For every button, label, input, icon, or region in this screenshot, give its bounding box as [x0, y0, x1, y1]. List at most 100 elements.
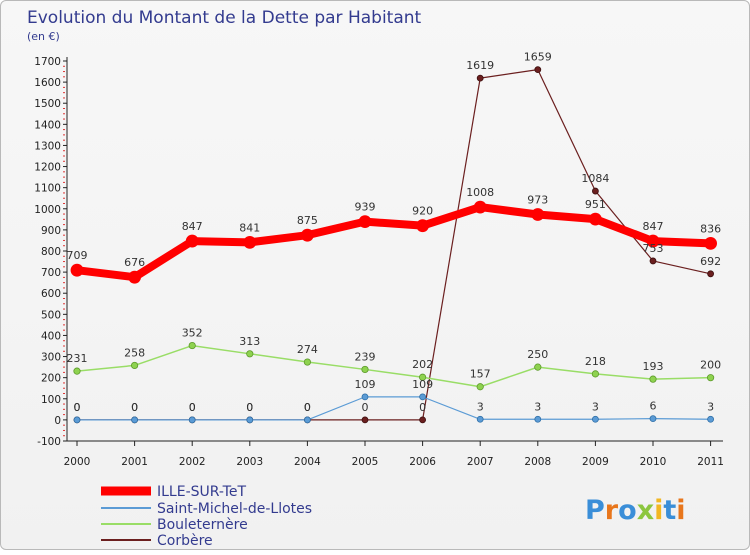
data-label: 3: [592, 400, 599, 413]
data-point: [707, 270, 714, 278]
y-minor-tick: [63, 287, 65, 289]
x-tick-label: 2006: [409, 456, 436, 468]
data-label: 239: [355, 350, 376, 363]
data-label: 692: [700, 255, 721, 268]
y-tick-label: 400: [41, 330, 61, 342]
data-point: [361, 393, 369, 401]
data-point: [246, 350, 254, 358]
y-minor-tick: [63, 435, 65, 437]
data-point: [418, 373, 427, 381]
data-point: [303, 358, 311, 366]
y-minor-tick: [63, 276, 65, 278]
series-line: [76, 396, 712, 421]
data-label: 193: [643, 360, 664, 373]
data-label: 841: [239, 221, 260, 234]
data-point: [300, 228, 314, 242]
legend-label: Bouleternère: [157, 517, 248, 533]
legend-label: Corbère: [157, 533, 213, 549]
y-minor-tick: [63, 403, 65, 405]
data-point: [592, 415, 599, 423]
data-label: 218: [585, 355, 606, 368]
y-tick-label: 200: [41, 373, 61, 385]
y-minor-tick: [63, 408, 65, 410]
data-point: [476, 74, 484, 82]
data-point: [649, 375, 657, 383]
y-minor-tick: [63, 282, 65, 284]
y-tick-label: 500: [41, 309, 61, 321]
y-tick-label: 1700: [34, 56, 61, 68]
y-minor-tick: [63, 393, 65, 394]
x-tick-label: 2000: [64, 456, 91, 468]
data-point: [358, 215, 372, 229]
y-minor-tick: [63, 429, 65, 431]
series-ille-sur-tet: [70, 200, 717, 284]
y-minor-tick: [63, 92, 65, 94]
y-minor-tick: [63, 176, 65, 178]
data-label: 1659: [524, 51, 552, 64]
data-point: [131, 416, 139, 424]
y-minor-tick: [63, 160, 65, 162]
data-point: [646, 234, 660, 248]
data-point: [592, 187, 599, 195]
data-point: [246, 416, 254, 424]
x-tick-label: 2011: [697, 456, 724, 468]
data-point: [704, 236, 717, 250]
data-label: 951: [585, 198, 606, 211]
data-label: 274: [297, 343, 318, 356]
y-minor-tick: [63, 71, 65, 73]
y-tick-label: 700: [41, 267, 61, 279]
y-minor-tick: [63, 345, 65, 347]
data-point: [73, 416, 81, 424]
data-label: 3: [707, 400, 714, 413]
data-label: 973: [527, 193, 548, 206]
data-label: 1084: [581, 172, 609, 185]
data-point: [70, 263, 84, 277]
data-point: [649, 415, 657, 423]
data-label: 0: [304, 401, 311, 414]
data-point: [188, 341, 196, 350]
data-label: 0: [74, 401, 81, 414]
y-tick-label: 1200: [34, 162, 61, 174]
data-label: 157: [470, 368, 491, 381]
data-label: 875: [297, 214, 318, 227]
data-label: 920: [412, 205, 433, 218]
y-tick-label: 100: [41, 394, 61, 406]
legend-item-saint-michel-de-llotes: Saint-Michel-de-Llotes: [101, 501, 312, 517]
data-label: 0: [362, 401, 369, 414]
chart-subtitle: (en €): [27, 30, 60, 43]
y-minor-tick: [63, 197, 65, 199]
data-point: [534, 363, 542, 371]
y-tick-label: -100: [37, 436, 61, 448]
data-point: [361, 365, 369, 374]
x-tick-label: 2005: [352, 456, 379, 468]
y-minor-tick: [63, 350, 65, 352]
y-minor-tick: [63, 171, 65, 173]
y-minor-tick: [63, 361, 65, 363]
legend-label: Saint-Michel-de-Llotes: [157, 501, 312, 517]
data-label: 0: [419, 401, 426, 414]
y-minor-tick: [63, 134, 65, 136]
series-line: [76, 344, 712, 388]
data-label: 6: [650, 400, 657, 413]
proxiti-logo: Proxiti: [585, 495, 686, 526]
x-tick-label: 2010: [640, 456, 667, 468]
y-tick-label: 1500: [34, 98, 61, 110]
data-point: [185, 234, 199, 248]
y-tick-label: 1100: [34, 183, 61, 195]
y-minor-tick: [63, 181, 65, 183]
chart-legend: ILLE-SUR-TeTSaint-Michel-de-LlotesBoulet…: [101, 484, 312, 549]
y-minor-tick: [63, 324, 65, 326]
x-tick-label: 2001: [121, 456, 148, 468]
y-tick-label: 1300: [34, 140, 61, 152]
y-tick-label: 1400: [34, 119, 61, 131]
data-label: 676: [124, 256, 145, 269]
x-tick-label: 2004: [294, 456, 321, 468]
data-label: 352: [182, 327, 203, 340]
data-label: 202: [412, 358, 433, 371]
logo-text: Proxiti: [585, 495, 686, 526]
y-minor-tick: [63, 261, 65, 263]
legend-item-corbere: Corbère: [101, 533, 213, 549]
y-minor-tick: [63, 414, 65, 416]
data-label: 0: [74, 401, 81, 414]
